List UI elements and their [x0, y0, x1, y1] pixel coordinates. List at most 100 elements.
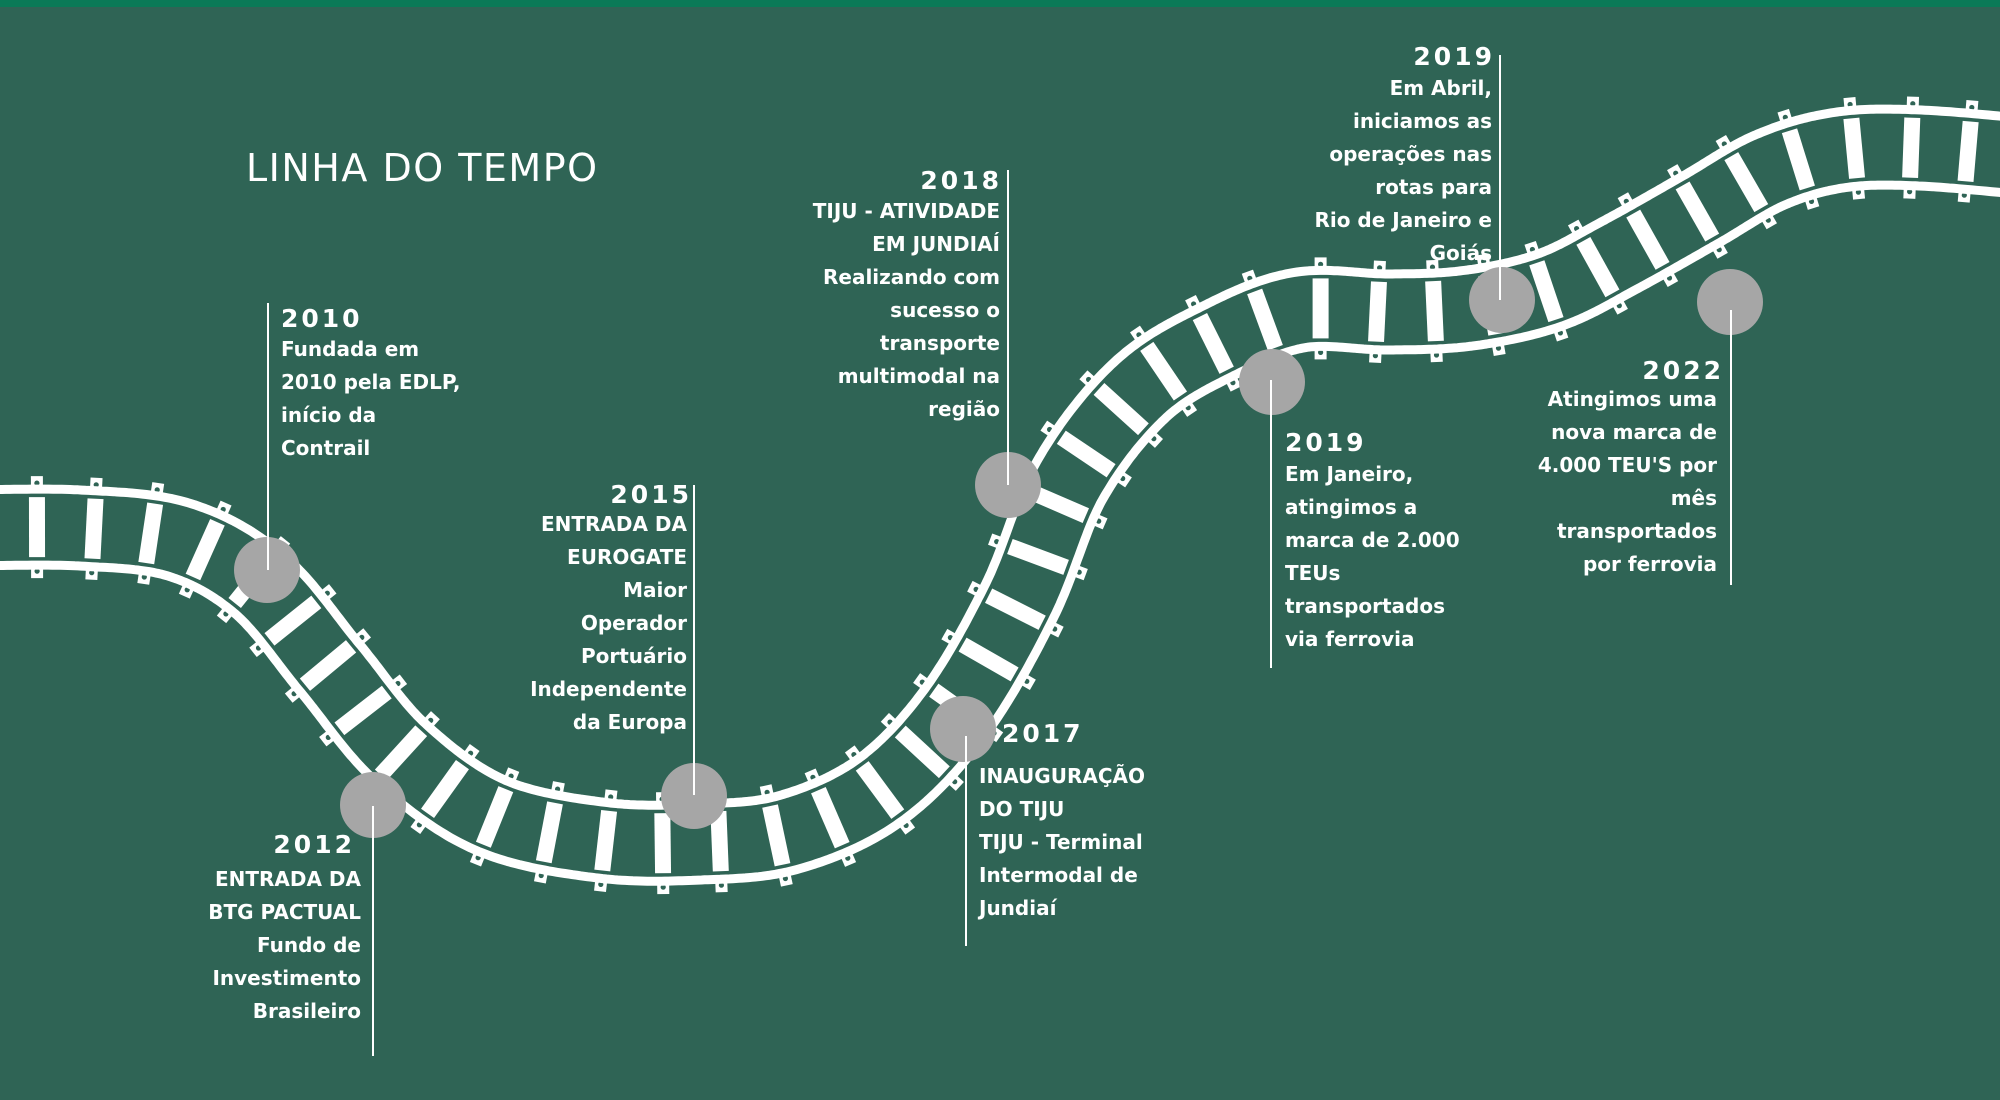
event-year-2022: 2022: [1642, 356, 1724, 385]
milestone-marker-2017: [930, 696, 996, 762]
connector-line-2019-april: [1499, 55, 1501, 300]
rail-fastener-hole: [34, 480, 40, 486]
rail-fastener-hole: [718, 882, 725, 888]
rail-tie: [264, 595, 322, 646]
milestone-marker-2012: [340, 772, 406, 838]
milestone-marker-2019-january: [1239, 349, 1305, 415]
rail-tie: [894, 725, 950, 779]
rail-tie: [1368, 281, 1387, 343]
rail-tie: [654, 813, 672, 874]
rail-fastener-hole: [1961, 192, 1967, 198]
rail-tie: [1902, 117, 1921, 178]
event-year-2019-april: 2019: [1413, 42, 1495, 71]
rail-tie: [421, 759, 469, 819]
rail-fastener-hole: [1433, 352, 1440, 358]
connector-line-2010: [267, 303, 269, 570]
rail-tie: [1529, 260, 1564, 323]
event-year-2017: 2017: [1002, 719, 1084, 748]
rail-tie: [594, 809, 618, 872]
connector-line-2012: [372, 806, 374, 1056]
rail-tie: [1007, 538, 1069, 575]
rail-fastener-hole: [1318, 349, 1324, 355]
event-text-2022: Atingimos uma nova marca de 4.000 TEU'S …: [1537, 387, 1717, 576]
railway-track: [0, 96, 2000, 895]
rail-tie: [28, 497, 46, 558]
rail-fastener-hole: [782, 875, 789, 882]
rail-lower: [0, 180, 2000, 886]
event-text-2019-january: Em Janeiro, atingimos a marca de 2.000 T…: [1285, 462, 1460, 651]
milestone-marker-2022: [1697, 269, 1763, 335]
rail-tie: [958, 637, 1019, 682]
rail-fastener-hole: [1372, 353, 1378, 359]
rail-fastener-hole: [141, 574, 147, 580]
milestone-marker-2018: [975, 452, 1041, 518]
top-accent-bar: [0, 0, 2000, 7]
rail-tie: [84, 498, 104, 560]
page-title: LINHA DO TEMPO: [246, 146, 599, 190]
rail-tie: [710, 810, 729, 872]
rail-fastener-hole: [1847, 101, 1853, 108]
rail-tie: [374, 725, 428, 781]
rail-tie: [1675, 181, 1720, 242]
rail-tie: [1247, 288, 1283, 351]
rail-tie: [985, 588, 1046, 630]
rail-tie: [138, 502, 164, 565]
rail-fastener-hole: [1910, 101, 1916, 107]
rail-tie: [1576, 236, 1620, 298]
event-year-2018: 2018: [920, 166, 1002, 195]
connector-line-2017: [965, 736, 967, 946]
rail-tie: [475, 786, 514, 848]
rail-fastener-hole: [598, 881, 604, 888]
rail-tie: [1781, 128, 1815, 191]
event-year-2019-january: 2019: [1285, 428, 1367, 457]
rail-fastener-hole: [608, 794, 614, 800]
event-text-2017: INAUGURAÇÃO DO TIJU TIJU - Terminal Inte…: [979, 764, 1145, 920]
rail-fastener-hole: [154, 487, 160, 493]
rail-tie: [1056, 430, 1116, 478]
event-text-2018: TIJU - ATIVIDADE EM JUNDIAÍ Realizando c…: [812, 199, 1000, 421]
rail-fastener-hole: [1377, 265, 1383, 271]
rail-tie: [185, 518, 225, 581]
rail-tie: [1724, 152, 1769, 213]
rail-tie: [1140, 341, 1188, 401]
rail-tie: [1093, 383, 1149, 436]
connector-line-2015: [693, 485, 695, 795]
rail-tie: [1957, 120, 1979, 182]
event-year-2012: 2012: [273, 830, 355, 859]
rail-fastener-hole: [93, 482, 99, 488]
rail-tie: [1192, 312, 1234, 374]
rail-tie: [1843, 117, 1865, 179]
rail-tie: [811, 786, 850, 849]
event-text-2012: ENTRADA DA BTG PACTUAL Fundo de Investim…: [208, 867, 361, 1023]
rail-fastener-hole: [1969, 104, 1975, 111]
event-text-2015: ENTRADA DA EUROGATE Maior Operador Portu…: [530, 512, 687, 734]
rail-tie: [535, 801, 563, 864]
rail-tie: [1027, 484, 1090, 523]
rail-fastener-hole: [1429, 264, 1436, 270]
rail-upper: [0, 104, 2000, 810]
event-year-2010: 2010: [281, 304, 363, 333]
connector-line-2018: [1007, 170, 1009, 485]
rail-tie: [1626, 209, 1670, 270]
rail-fastener-hole: [1318, 261, 1324, 267]
event-text-2010: Fundada em 2010 pela EDLP, início da Con…: [281, 337, 461, 460]
milestone-marker-2019-april: [1469, 267, 1535, 333]
connector-line-2022: [1730, 310, 1732, 585]
connector-line-2019-january: [1270, 380, 1272, 668]
milestone-marker-2015: [661, 763, 727, 829]
rail-fastener-hole: [34, 568, 40, 574]
rail-tie: [762, 804, 791, 867]
rail-fastener-hole: [89, 570, 95, 576]
event-text-2019-april: Em Abril, iniciamos as operações nas rot…: [1314, 76, 1492, 265]
rail-tie: [855, 761, 905, 819]
milestone-marker-2010: [234, 537, 300, 603]
rail-tie: [1312, 278, 1329, 339]
rail-tie: [299, 640, 357, 691]
rail-fastener-hole: [1907, 189, 1913, 195]
rail-tie: [334, 685, 392, 736]
rail-fastener-hole: [660, 884, 666, 890]
rail-fastener-hole: [1855, 189, 1861, 195]
milestone-markers: [234, 267, 1763, 838]
event-year-2015: 2015: [610, 480, 692, 509]
